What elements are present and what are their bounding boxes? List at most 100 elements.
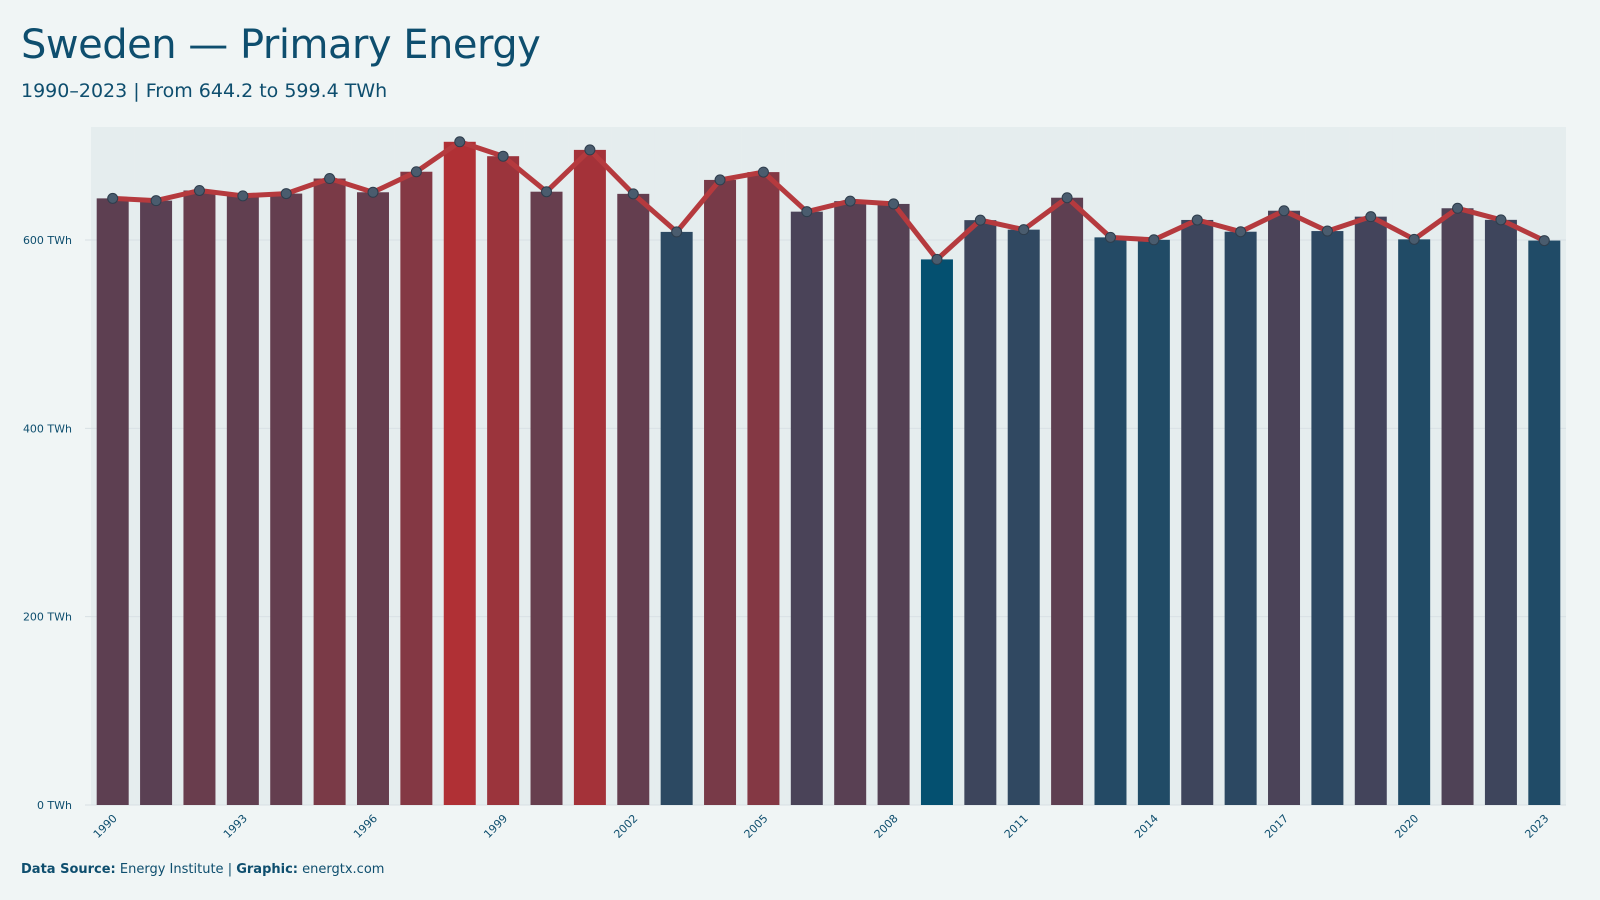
x-tick-label: 2020 — [1392, 812, 1421, 841]
graphic-value: energtx.com — [302, 862, 385, 877]
point-2021 — [1452, 202, 1464, 214]
point-2017 — [1278, 205, 1290, 217]
bar-2011 — [1007, 229, 1040, 805]
bar-2004 — [704, 179, 737, 806]
graphic-label: Graphic: — [236, 862, 298, 877]
x-axis: 1990 1993 1996 1999 2002 2005 2008 2011 2014 2017… — [91, 812, 1552, 841]
point-2008 — [888, 198, 900, 210]
bar-2012 — [1051, 197, 1084, 805]
chart-subtitle: 1990–2023 | From 644.2 to 599.4 TWh — [21, 80, 388, 102]
point-1997 — [410, 166, 422, 178]
bar-1995 — [313, 178, 346, 806]
x-tick-label: 2017 — [1262, 812, 1291, 841]
y-axis: 0 TWh 200 TWh 400 TWh 600 TWh — [23, 234, 72, 812]
point-2022 — [1495, 214, 1507, 226]
point-2015 — [1191, 214, 1203, 226]
footer-separator: | — [227, 862, 233, 877]
point-2014 — [1148, 234, 1160, 246]
x-tick-label: 2005 — [742, 812, 771, 841]
point-2009 — [931, 253, 943, 265]
y-tick-label: 200 TWh — [23, 611, 72, 624]
line-path — [110, 139, 1547, 262]
line-series — [110, 139, 1547, 262]
source-value: Energy Institute — [119, 862, 224, 877]
x-tick-label: 1999 — [481, 812, 510, 841]
point-1995 — [324, 173, 336, 185]
bar-2017 — [1268, 210, 1301, 805]
point-2002 — [627, 188, 639, 200]
point-2005 — [757, 166, 769, 178]
bar-2022 — [1484, 219, 1517, 805]
bar-1999 — [487, 156, 520, 806]
bar-2016 — [1224, 231, 1257, 806]
bar-2018 — [1311, 231, 1344, 805]
x-tick-label: 2008 — [872, 812, 901, 841]
marker-series — [107, 136, 1550, 265]
point-1996 — [367, 186, 379, 198]
source-label: Data Source: — [21, 862, 116, 877]
point-1994 — [280, 188, 292, 200]
point-2001 — [584, 144, 596, 156]
chart-title: Sweden — Primary Energy — [21, 22, 541, 68]
point-2003 — [671, 226, 683, 238]
x-tick-label: 2014 — [1132, 812, 1161, 841]
bar-2010 — [964, 220, 997, 805]
point-1990 — [107, 192, 119, 204]
point-1998 — [454, 136, 466, 148]
bar-series — [96, 141, 1561, 806]
bar-1993 — [226, 195, 259, 806]
point-2007 — [844, 195, 856, 207]
x-tick-label: 2002 — [611, 812, 640, 841]
bar-2000 — [530, 191, 563, 805]
point-1992 — [193, 184, 205, 196]
bar-1991 — [140, 200, 173, 806]
point-2006 — [801, 206, 813, 218]
bar-2015 — [1181, 219, 1214, 805]
bar-2023 — [1528, 240, 1561, 805]
point-2011 — [1018, 224, 1030, 236]
point-1991 — [150, 195, 162, 207]
point-2013 — [1104, 231, 1116, 243]
bar-2007 — [834, 201, 867, 806]
point-1993 — [237, 190, 249, 202]
x-tick-label: 2023 — [1522, 812, 1551, 841]
bar-2003 — [660, 231, 693, 805]
y-tick-label: 600 TWh — [23, 234, 72, 247]
point-2018 — [1321, 225, 1333, 237]
bar-2006 — [790, 211, 823, 806]
point-2016 — [1235, 226, 1247, 238]
x-tick-label: 1996 — [351, 812, 380, 841]
grid-layer — [85, 127, 1566, 806]
y-tick-label: 400 TWh — [23, 422, 72, 435]
bar-2013 — [1094, 237, 1127, 805]
point-2000 — [541, 186, 553, 198]
x-tick-label: 1993 — [221, 812, 250, 841]
bar-1992 — [183, 190, 216, 806]
bar-1996 — [356, 192, 389, 805]
bar-2001 — [573, 149, 606, 805]
point-2020 — [1408, 233, 1420, 245]
bar-2002 — [617, 193, 650, 805]
bar-1997 — [400, 171, 433, 805]
point-2019 — [1365, 211, 1377, 223]
bar-2021 — [1441, 208, 1474, 805]
bar-2014 — [1137, 239, 1170, 806]
bar-2005 — [747, 172, 780, 805]
point-1999 — [497, 150, 509, 162]
y-tick-label: 0 TWh — [37, 799, 72, 812]
point-2012 — [1061, 192, 1073, 204]
bar-1998 — [443, 141, 476, 805]
x-tick-label: 1990 — [91, 812, 120, 841]
point-2023 — [1538, 235, 1550, 247]
bar-2009 — [920, 259, 953, 806]
point-2010 — [974, 214, 986, 226]
point-2004 — [714, 174, 726, 186]
bar-1994 — [270, 193, 303, 806]
bar-2008 — [877, 203, 910, 805]
x-tick-label: 2011 — [1002, 812, 1031, 841]
bar-2020 — [1398, 239, 1431, 806]
footer: Data Source: Energy Institute | Graphic:… — [21, 862, 384, 877]
bar-1990 — [96, 198, 129, 806]
